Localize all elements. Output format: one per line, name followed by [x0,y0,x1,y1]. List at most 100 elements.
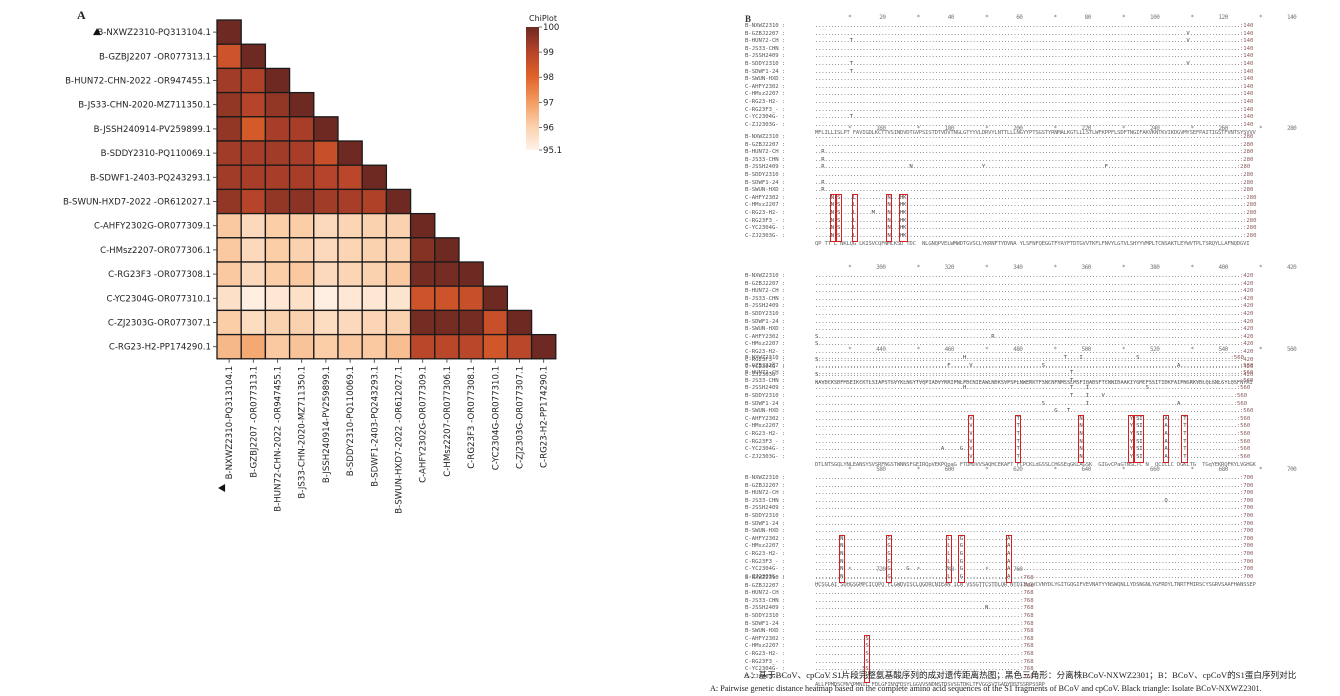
sequence-name: C-RG23-H2- : [745,349,786,355]
heatmap-cell [385,261,412,287]
x-tick-label: C-YC2304G-OR077310.1 [491,366,501,470]
alignment-row: B-HUN72-CH :............................… [745,288,1325,296]
sequence-end-position: :280 [1243,210,1257,216]
alignment-row: B-GZBJ2207 :............................… [745,281,1325,289]
sequence-residues: ........................................… [815,446,1237,453]
sequence-name: B-NXWZ2310 : [745,134,786,140]
alignment-row: C-RG23F3_- :............................… [745,107,1325,115]
consensus-sequence: DTLNTSGQLYNLEANSYSVSRFNGSTWNNSFGEIRQpVEK… [815,462,1256,469]
alignment-row: B-SDWF1-24 :............................… [745,401,1325,409]
heatmap-cell [434,261,460,287]
x-tick-label: C-RG23-H2-PP174290.1 [540,366,550,468]
alignment-row: B-HUN72-CH : ..R.........................… [745,149,1325,157]
sequence-residues: ..R...........................N.........… [815,164,1237,171]
heatmap-cell [240,261,267,287]
heatmap-cell [482,309,509,336]
heatmap-cell [337,212,363,239]
sequence-residues: ........................................… [815,423,1237,430]
variant-highlight-box [967,414,974,464]
sequence-name: C-RG23F3_- : [745,558,786,565]
alignment-row: C-AHFY2302 : S...........................… [745,334,1325,342]
sequence-name: B-SDDY2310 : [745,513,786,519]
heatmap-cell [361,261,388,287]
alignment-row: B-SDWF1-24 : ...........T................… [745,69,1325,77]
sequence-end-position: :768 [1020,620,1034,627]
sequence-residues: ........N..............G................… [815,573,1240,580]
alignment-row: B-HUN72-CH :............................… [745,490,1325,498]
sequence-name: B-SWUN-HXD : [745,528,786,535]
alignment-row: B-JSSH2409 :............................… [745,385,1325,393]
heatmap-cell [313,309,339,336]
variant-highlight-box [886,193,893,243]
heatmap-panel: A B-NXWZ2310-PQ313104.1 B-GZBJ2207 -OR077… [0,0,600,520]
sequence-end-position: :700 [1239,543,1254,550]
heatmap-cell [313,140,339,166]
sequence-end-position: :420 [1239,349,1254,355]
sequence-residues: ................S.......................… [815,643,1020,650]
alignment-row: B-SWUN-HXD :............................… [745,408,1325,416]
alignment-row: C-HMsz2207 : .....N.S....L..........N...H… [745,202,1325,210]
sequence-name: B-SWUN-HXD : [745,408,786,415]
alignment-row: B-GZBJ2207 :............................… [745,483,1325,491]
alignment-row: B-JSSH2409 :............................… [745,505,1325,513]
sequence-name: C-ZJ2303G- : [745,371,786,378]
alignment-row: C-YC2304G- :............................… [745,446,1325,454]
heatmap-cell [313,333,339,360]
sequence-residues: ........................................… [815,597,1020,604]
sequence-residues: ........................................… [815,318,1240,325]
sequence-name: B-JS33-CHN : [745,295,786,302]
sequence-name: C-ZJ2303G- : [745,673,786,680]
sequence-residues: ........................................… [815,613,1020,619]
sequence-name: B-SDDY2310 : [745,393,786,399]
heatmap-cell [240,67,267,94]
heatmap-cell [506,333,533,360]
heatmap-cell [264,285,291,312]
sequence-name: C-AHFY2302 : [745,415,786,422]
sequence-name: C-YC2304G- : [745,446,786,453]
heatmap-cell [264,67,291,94]
sequence-name: C-RG23-H2- : [745,210,786,216]
sequence-name: B-NXWZ2310 : [745,355,786,361]
heatmap-cell [240,309,267,336]
sequence-end-position: :768 [1020,635,1034,642]
sequence-residues: ........................................… [815,280,1240,287]
panel-b-label: B [745,14,752,24]
sequence-end-position: :768 [1020,575,1034,581]
sequence-name: C-HMsz2207 : [745,543,786,550]
heatmap-cell [361,212,388,239]
variant-highlight-box [1134,414,1144,464]
heatmap-cell [361,164,388,191]
sequence-end-position: :560 [1236,453,1251,460]
x-tick-label: C-RG23F3 -OR077308.1 [467,366,477,469]
sequence-name: C-RG23F3_- : [745,106,786,113]
sequence-end-position: :560 [1239,408,1254,415]
heatmap-cell [240,91,267,118]
heatmap-cell [264,212,291,239]
heatmap-cell [482,285,509,312]
sequence-residues: S.......................................… [815,333,1240,340]
sequence-residues: ........N..............G................… [815,535,1240,542]
sequence-name: C-YC2304G- : [745,225,786,232]
sequence-residues: ........................................… [815,385,1237,392]
sequence-end-position: :560 [1233,393,1248,399]
alignment-row: B-JSSH2409 :............................… [745,303,1325,311]
sequence-residues: ........................................… [815,482,1240,489]
alignment-row: B-SDDY2310 :............................… [745,311,1325,319]
sequence-end-position: :280 [1239,179,1254,186]
alignment-row: B-SWUN-HXD :............................… [745,528,1325,536]
sequence-residues: ................S.......................… [815,658,1020,665]
alignment-row: C-HMsz2207 : ................S...........… [745,643,1325,651]
sequence-end-position: :280 [1239,134,1254,140]
alignment-row: C-AHFY2302 : ................S...........… [745,636,1325,644]
heatmap-cell [434,237,460,263]
heatmap-cell [288,91,315,118]
sequence-name: B-SWUN-HXD : [745,326,786,333]
heatmap-cell [361,285,388,312]
sequence-residues: ........................................… [815,505,1240,512]
sequence-name: B-HUN72-CH : [745,370,786,377]
heatmap-cell [216,309,242,336]
sequence-residues: .....N.S....L..........N...HK...........… [815,232,1244,239]
sequence-residues: ........................................… [815,605,1020,612]
heatmap-cell [264,140,291,166]
alignment-row: C-ZJ2303G- :............................… [745,122,1325,130]
